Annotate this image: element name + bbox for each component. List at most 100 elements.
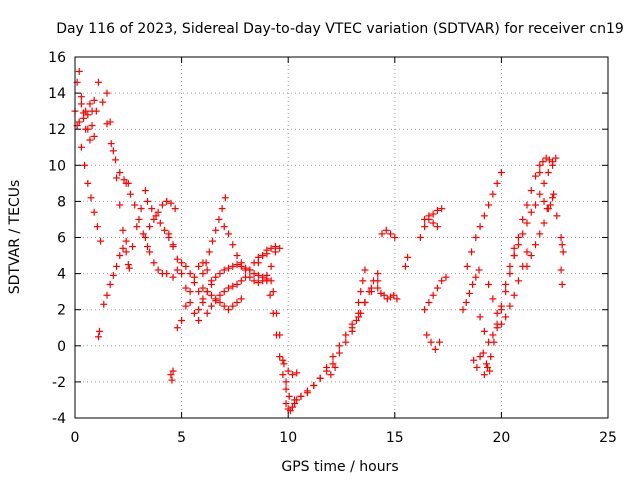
- data-point: [342, 331, 350, 339]
- y-tick-label: 8: [57, 194, 66, 210]
- y-tick-label: 10: [48, 158, 66, 174]
- data-point: [423, 331, 431, 339]
- data-point: [510, 291, 518, 299]
- chart-title: Day 116 of 2023, Sidereal Day-to-day VTE…: [56, 21, 624, 37]
- data-point: [90, 96, 98, 104]
- series-t15: [199, 194, 229, 278]
- data-point: [139, 230, 147, 238]
- data-point: [431, 345, 439, 353]
- data-point: [476, 223, 484, 231]
- data-point: [84, 125, 92, 133]
- series-t5: [122, 179, 151, 251]
- y-tick-label: 0: [57, 339, 66, 355]
- data-point: [178, 259, 186, 267]
- data-point: [553, 212, 561, 220]
- data-point: [352, 317, 360, 325]
- data-point: [87, 194, 95, 202]
- y-tick-label: 12: [48, 122, 66, 138]
- data-point: [280, 360, 288, 368]
- data-point: [480, 371, 488, 379]
- data-point: [558, 241, 566, 249]
- data-point: [90, 132, 98, 140]
- data-point: [369, 277, 377, 285]
- data-point: [323, 363, 331, 371]
- data-point: [463, 262, 471, 270]
- data-point: [559, 248, 567, 256]
- data-point: [286, 407, 294, 415]
- data-point: [205, 248, 213, 256]
- series-t36: [485, 248, 531, 328]
- data-point: [557, 234, 565, 241]
- data-point: [550, 190, 558, 198]
- data-point: [171, 205, 179, 213]
- data-point: [502, 313, 510, 321]
- data-point: [186, 270, 194, 278]
- data-point: [259, 252, 267, 260]
- series-t29: [416, 205, 446, 241]
- data-point: [137, 205, 145, 213]
- data-point: [161, 226, 169, 234]
- data-point: [540, 219, 548, 227]
- data-point: [150, 259, 158, 267]
- data-point: [285, 392, 293, 400]
- data-point: [94, 333, 102, 341]
- y-axis-label: SDTVAR / TECUs: [7, 180, 23, 295]
- data-point: [169, 243, 177, 251]
- series-t40: [523, 194, 557, 270]
- data-point: [163, 270, 171, 278]
- data-point: [203, 288, 211, 296]
- data-point: [473, 363, 481, 371]
- series-t26: [355, 266, 369, 306]
- data-point: [173, 255, 181, 263]
- data-point: [429, 219, 437, 227]
- series-t6: [124, 187, 149, 269]
- data-point: [429, 291, 437, 299]
- x-tick-label: 20: [492, 430, 510, 446]
- data-point: [383, 295, 391, 303]
- data-point: [536, 169, 544, 177]
- data-point: [195, 262, 203, 270]
- data-point: [143, 197, 151, 205]
- data-point: [476, 313, 484, 321]
- data-point: [216, 291, 224, 299]
- data-point: [229, 262, 237, 270]
- series-t21: [282, 396, 301, 415]
- data-point: [225, 306, 233, 314]
- data-point: [202, 259, 210, 267]
- data-point: [510, 252, 518, 260]
- data-point: [433, 206, 441, 214]
- data-point: [167, 199, 175, 207]
- data-point: [207, 291, 215, 299]
- series-t16: [220, 223, 279, 287]
- x-tick-label: 25: [599, 430, 617, 446]
- data-point: [146, 223, 154, 231]
- data-point: [190, 309, 198, 317]
- data-point: [233, 280, 241, 288]
- data-point: [489, 295, 497, 303]
- data-point: [540, 197, 548, 205]
- data-point: [469, 280, 477, 288]
- data-point: [173, 266, 181, 274]
- data-point: [506, 302, 514, 310]
- series-t37: [480, 324, 501, 379]
- data-point: [242, 266, 250, 274]
- data-point: [75, 118, 83, 126]
- data-point: [106, 280, 114, 288]
- data-point: [291, 396, 299, 404]
- data-point: [122, 179, 130, 187]
- data-point: [88, 122, 96, 130]
- plot-frame: [74, 56, 609, 419]
- data-point: [361, 298, 369, 306]
- data-point: [284, 367, 292, 375]
- data-point: [107, 140, 115, 148]
- data-point: [141, 187, 149, 195]
- data-point: [119, 226, 127, 234]
- data-point: [282, 385, 290, 393]
- data-point: [116, 201, 124, 209]
- data-point: [310, 382, 318, 390]
- data-point: [331, 363, 339, 371]
- data-point: [390, 291, 398, 299]
- data-point: [250, 277, 258, 285]
- data-point: [536, 161, 544, 169]
- data-point: [154, 266, 162, 274]
